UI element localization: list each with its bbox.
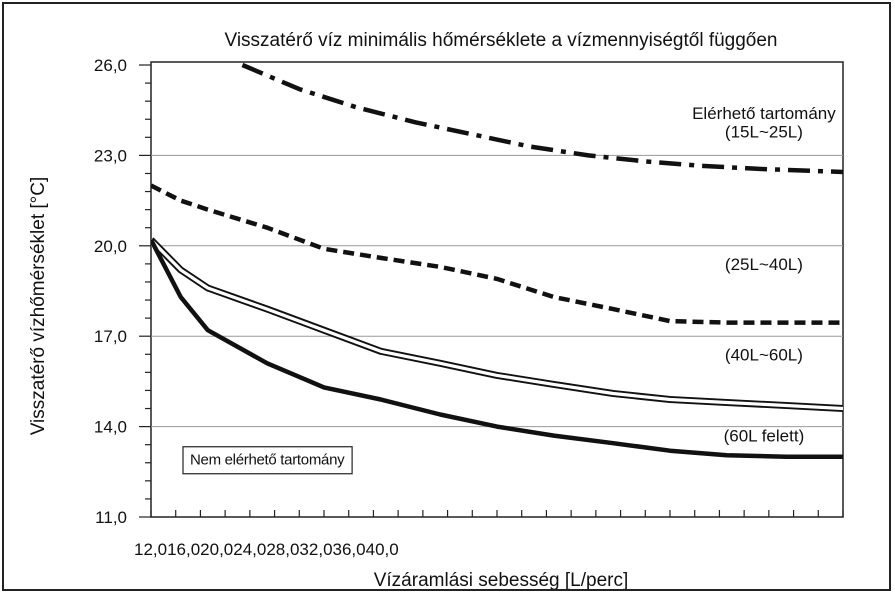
x-minor-ticks	[150, 510, 844, 517]
annotations: Elérhető tartomány(15L~25L) (25L~40L) (40L…	[182, 104, 836, 475]
series-group	[151, 62, 843, 459]
annotation-label: (25L~40L)	[725, 255, 803, 274]
y-tick-label: 20,0	[94, 237, 127, 256]
x-axis-label: Vízáramlási sebesség [L/perc]	[374, 570, 629, 589]
chart-svg: 11,0 14,0 17,0 20,0 23,0 26,0 Visszatérő víz …	[28, 30, 844, 591]
chart-title: Visszatérő víz minimális hőmérséklete a …	[224, 30, 777, 51]
series-line-60-plus	[151, 238, 843, 459]
annotation-label: (60L felett)	[724, 427, 805, 446]
y-axis-label: Visszatérő vízhőmérséklet [°C]	[28, 177, 49, 436]
series-line-25-40	[151, 183, 843, 325]
y-minor-ticks	[139, 64, 151, 518]
y-tick-label: 23,0	[94, 146, 127, 165]
x-tick-labels: 12,016,020,024,028,032,036,040,0	[134, 540, 399, 559]
annotation-label: (40L~60L)	[725, 345, 803, 364]
y-tick-labels: 11,0 14,0 17,0 20,0 23,0 26,0	[94, 56, 127, 527]
y-tick-label: 17,0	[94, 327, 127, 346]
series-line-15-25	[241, 62, 843, 175]
annotation-label: Elérhető tartomány	[692, 104, 836, 123]
annotation-label: (15L~25L)	[725, 122, 803, 141]
y-tick-label: 14,0	[94, 418, 127, 437]
series-line-40-60-inner	[151, 238, 843, 411]
annotation-unreachable: Nem elérhető tartomány	[190, 452, 345, 469]
y-tick-label: 11,0	[95, 508, 127, 527]
y-tick-label: 26,0	[94, 56, 127, 75]
annotation-box	[182, 446, 353, 475]
